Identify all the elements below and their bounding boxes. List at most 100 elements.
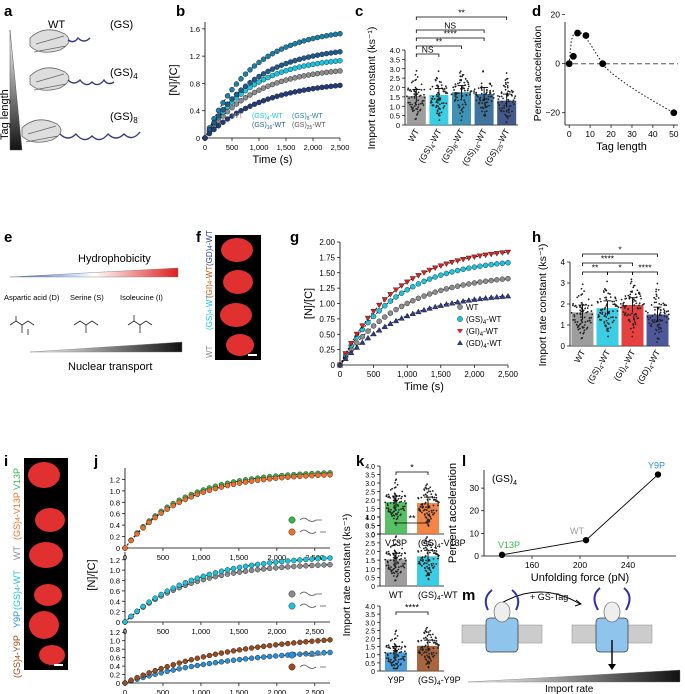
y-tick-label: 0 [555,59,560,69]
swarm-dot [611,300,614,303]
swarm-dot [425,562,428,565]
series-j-0-1-point [285,474,291,480]
series-b-0-point [328,69,334,75]
swarm-dot [434,79,437,82]
swarm-dot [613,300,616,303]
swarm-dot [430,100,433,102]
swarm-dot [385,657,388,660]
swarm-dot [396,574,399,577]
series-b-4-point [260,98,267,104]
series-j-2-1-point [128,677,134,683]
swarm-dot [431,511,433,514]
swarm-dot [575,306,578,309]
series-j-1-1-point [152,595,158,601]
swarm-dot [428,648,430,651]
series-b-0-point [287,76,294,82]
x-tick-label: 160 [525,560,539,570]
swarm-dot [423,567,426,570]
significance-bracket [415,29,485,33]
point-label: V13P [498,540,520,550]
series-j-1-0-point [321,562,327,568]
swarm-dot [633,313,636,316]
significance-bracket [415,16,508,20]
series-b-1-point [260,76,267,83]
series-b-4-point [247,103,253,109]
y-tick-label: 1.0 [110,637,120,646]
x-tick-label: 500 [367,370,381,379]
series-j-1-1-point [260,560,267,567]
series-b-1-point [310,61,316,68]
y-tick-label: 2.0 [365,498,375,505]
series-b-4-point [215,123,222,129]
swarm-dot [614,303,616,306]
label-i-gs4-y9p: (GS)4-Y9P [12,635,22,678]
series-b-2-point [287,42,294,49]
series-b-4-point [310,85,316,92]
swarm-dot [479,99,482,102]
series-g-2-point [364,315,372,322]
series-j-1-1-point [236,564,243,571]
series-g-2-point [460,257,467,263]
series-b-4-point [305,86,312,93]
series-j-1-0-point [260,566,267,572]
swarm-dot [586,326,589,329]
significance-bracket [415,37,485,41]
series-g-3-point [348,349,355,356]
series-j-1-0-point [236,569,243,575]
swarm-dot [429,515,432,518]
series-g-0-point [398,303,405,310]
y-tick-label: 0 [331,361,336,370]
swarm-dot [396,666,399,669]
x-tick-label: 2,000 [464,370,485,379]
y-tick-label: 1.5 [365,645,375,652]
series-b-0-point [301,73,307,79]
swarm-dot [487,95,490,98]
swarm-dot [478,101,480,104]
swarm-dot [432,509,435,512]
swarm-dot [410,90,413,93]
swarm-dot [632,326,635,329]
swarm-dot [438,103,441,106]
series-j-2-1-point [164,663,170,670]
series-j-1-1-point [194,575,201,581]
series-j-1-1-point [267,560,273,566]
swarm-dot [426,544,429,547]
swarm-dot [391,664,393,667]
series-g-0-point [365,328,371,334]
swarm-dot [418,560,420,563]
y-tick-label: 30 [470,483,480,493]
swarm-dot [498,107,501,110]
label-i-gs4-v13p: (GS)4-V13P [12,492,22,540]
swarm-dot [400,658,402,660]
series-b-3-point [319,51,325,58]
x-tick-label: 1,500 [431,370,452,379]
swarm-dot [461,86,464,88]
chart-j: 05001,0001,5002,0002,50000.20.40.60.81.0… [86,468,333,694]
legend-b-gs25-main: (GS) [292,122,307,129]
series-b-0-point [337,68,343,74]
label-f-gd4: (GD)4-WT [205,230,214,266]
series-b-1-point [247,84,253,91]
swarm-dot [401,641,404,644]
series-g-0-point [477,279,483,285]
bar-Y9P [385,652,407,671]
swarm-dot [667,313,670,316]
significance-label: NS [444,21,456,31]
series-j-2-1-point [200,654,207,660]
series-b-0-point [332,68,339,75]
swarm-dot [607,323,610,325]
x-tick-label: 500 [157,688,170,694]
swarm-dot [432,655,434,658]
swarm-dot [511,101,514,104]
swarm-dot [421,646,423,649]
swarm-dot [612,319,615,322]
y-tick-label: 20 [551,10,561,20]
series-g-2-point [465,255,472,262]
swarm-dot [632,331,634,334]
swarm-dot [394,536,397,539]
label-f-gi4-suffix: -WT [205,266,214,281]
data-point [670,109,678,117]
y-tick-label: 0 [116,679,120,688]
series-b-3-point [328,50,334,56]
